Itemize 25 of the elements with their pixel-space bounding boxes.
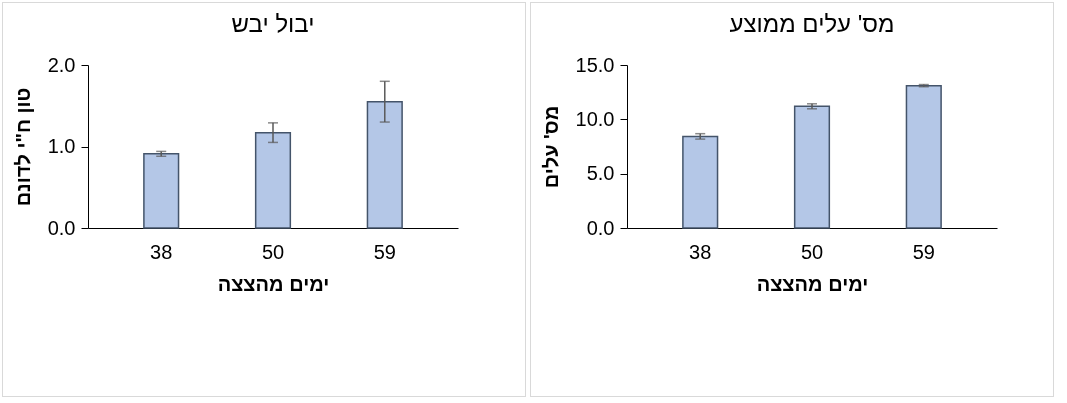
y-axis-title: טון ח"י לדונם <box>11 87 34 207</box>
bar <box>366 100 403 229</box>
chart-title: מס' עלים ממוצע <box>729 10 895 37</box>
y-tick-label: 2.0 <box>47 53 76 76</box>
y-tick-label: 0.0 <box>47 216 76 239</box>
y-tick-label: 1.0 <box>47 135 76 157</box>
x-tick-label: 50 <box>800 240 824 263</box>
x-tick-label: 38 <box>689 240 712 263</box>
x-axis-title: ימים מהצצה <box>217 272 330 295</box>
y-tick-label: 5.0 <box>586 162 615 185</box>
x-tick-label: 59 <box>912 240 935 263</box>
y-tick-label: 0.0 <box>586 216 615 239</box>
chart-title: יבול יבש <box>231 10 315 37</box>
x-tick-label: 38 <box>150 240 173 263</box>
x-axis-title: ימים מהצצה <box>756 272 869 295</box>
y-axis-title: מס' עלים <box>539 105 562 189</box>
y-tick-label: 10.0 <box>575 107 615 130</box>
bar <box>254 131 292 229</box>
x-tick-label: 50 <box>261 240 285 263</box>
x-tick-label: 59 <box>373 240 396 263</box>
bar <box>682 135 719 229</box>
bar <box>143 153 180 229</box>
bar <box>793 105 831 229</box>
bar <box>905 84 942 229</box>
y-tick-label: 15.0 <box>575 53 615 76</box>
